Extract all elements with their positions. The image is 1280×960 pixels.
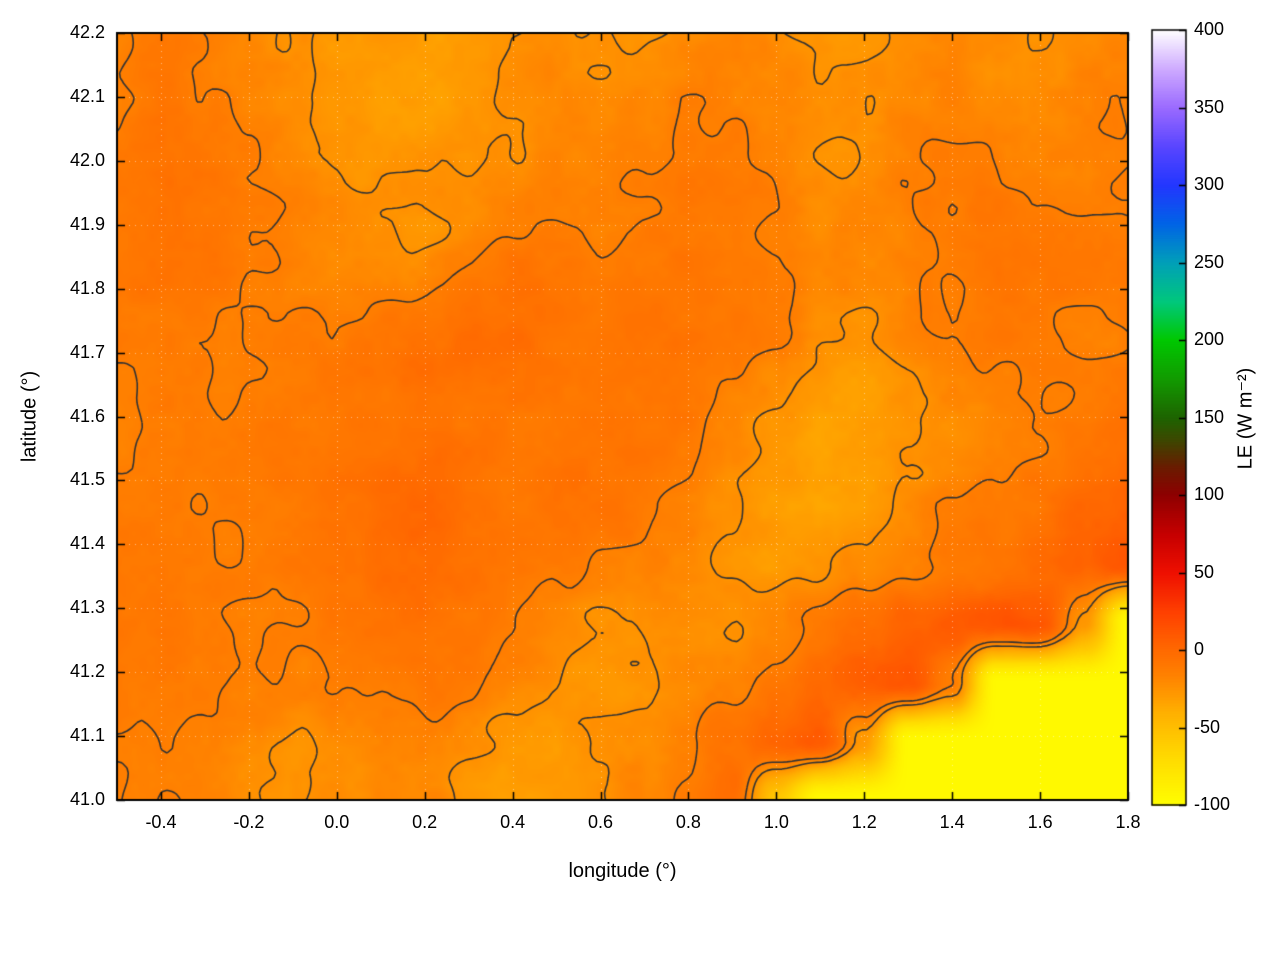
y-axis-label: latitude (°) (18, 370, 41, 463)
x-axis-label: longitude (°) (568, 860, 677, 882)
colorbar-label: LE (W m⁻²) (1234, 367, 1257, 470)
